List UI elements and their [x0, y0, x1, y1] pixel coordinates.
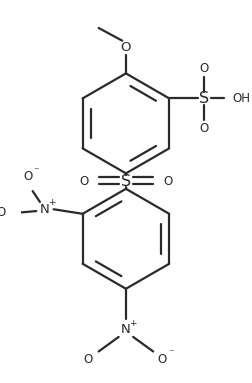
Text: O: O: [23, 170, 33, 183]
Text: S: S: [120, 173, 131, 188]
Text: O: O: [83, 353, 92, 366]
Text: O: O: [198, 122, 208, 135]
Text: +: +: [129, 319, 136, 328]
Text: N: N: [40, 203, 49, 216]
Text: O: O: [163, 175, 172, 188]
Text: O: O: [157, 353, 166, 366]
Text: +: +: [48, 198, 55, 208]
Text: O: O: [198, 62, 208, 75]
Text: ⁻: ⁻: [34, 166, 39, 176]
Text: N: N: [120, 323, 130, 336]
Text: S: S: [198, 91, 208, 106]
Text: O: O: [79, 175, 88, 188]
Text: ⁻: ⁻: [168, 348, 173, 358]
Text: O: O: [0, 206, 6, 219]
Text: OH: OH: [232, 92, 250, 105]
Text: O: O: [120, 41, 131, 54]
